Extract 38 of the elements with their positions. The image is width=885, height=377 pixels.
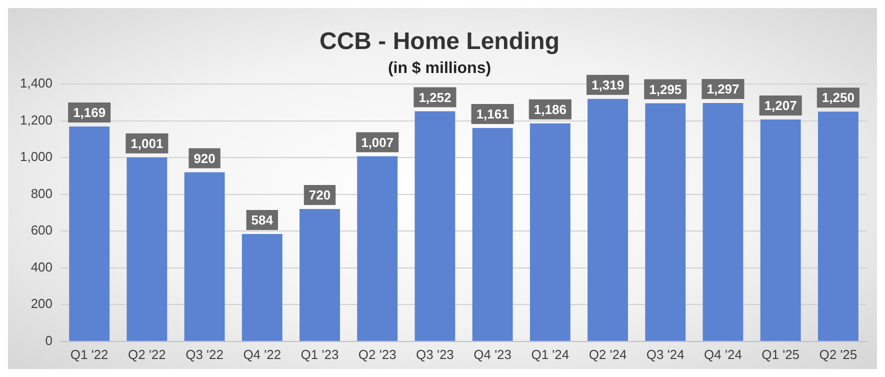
data-label: 720 <box>308 188 331 203</box>
y-tick-label: 800 <box>30 186 53 201</box>
y-tick-label: 600 <box>30 222 53 238</box>
data-label: 1,161 <box>476 106 509 122</box>
data-label: 1,252 <box>418 90 452 105</box>
data-label: 584 <box>251 212 274 228</box>
y-tick-label: 1,400 <box>20 76 53 91</box>
y-tick-label: 1,200 <box>20 112 53 128</box>
x-tick-label: Q2 '23 <box>358 346 396 362</box>
data-label: 1,001 <box>130 136 164 151</box>
x-tick-label: Q1 '25 <box>762 346 800 362</box>
x-tick-label: Q4 '23 <box>474 346 512 362</box>
x-tick-label: Q2 '25 <box>819 346 858 362</box>
data-label: 1,007 <box>361 134 394 150</box>
chart-subtitle: (in $ millions) <box>388 60 492 77</box>
y-tick-label: 400 <box>30 259 53 274</box>
y-tick-label: 200 <box>30 296 53 312</box>
x-tick-label: Q2 '24 <box>588 346 627 362</box>
chart-title: CCB - Home Lending <box>320 28 560 56</box>
x-tick-label: Q2 '22 <box>128 346 166 362</box>
x-tick-label: Q1 '24 <box>531 346 570 362</box>
x-tick-label: Q3 '22 <box>186 346 224 362</box>
data-label: 1,186 <box>534 102 566 117</box>
data-label: 1,207 <box>764 98 797 114</box>
x-tick-label: Q1 '22 <box>70 346 108 362</box>
data-label: 1,295 <box>649 82 682 97</box>
data-label: 920 <box>194 150 216 166</box>
x-tick-label: Q4 '24 <box>704 346 742 362</box>
data-label: 1,169 <box>73 105 106 120</box>
x-tick-label: Q1 '23 <box>300 346 339 362</box>
x-tick-label: Q3 '24 <box>646 346 684 362</box>
y-tick-label: 0 <box>45 332 53 348</box>
data-label: 1,319 <box>592 77 624 92</box>
x-tick-label: Q3 '23 <box>416 346 454 362</box>
data-label: 1,297 <box>706 82 740 97</box>
y-tick-label: 1,000 <box>20 149 53 164</box>
data-label: 1,250 <box>822 90 854 106</box>
x-tick-label: Q4 '22 <box>243 346 282 362</box>
